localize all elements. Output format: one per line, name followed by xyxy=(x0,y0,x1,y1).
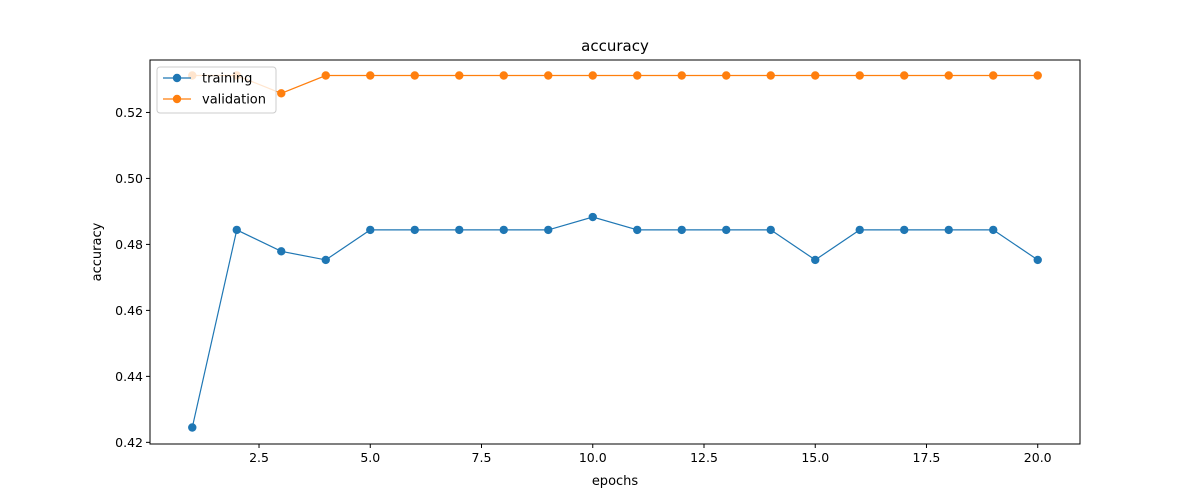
validation-point xyxy=(321,71,330,80)
validation-point xyxy=(677,71,686,80)
training-point xyxy=(544,225,553,235)
validation-point xyxy=(855,71,864,80)
training-point xyxy=(766,225,775,235)
series-training xyxy=(188,212,1042,432)
training-point xyxy=(232,225,241,235)
y-tick-label: 0.52 xyxy=(115,105,143,120)
training-point xyxy=(989,225,998,235)
validation-point xyxy=(366,71,375,80)
training-point xyxy=(366,225,375,235)
training-point xyxy=(722,225,731,235)
training-point xyxy=(499,225,508,235)
training-point xyxy=(811,255,820,265)
training-point xyxy=(321,255,330,265)
x-tick-label: 7.5 xyxy=(472,450,492,465)
training-point xyxy=(633,225,642,235)
training-point xyxy=(944,225,953,235)
x-axis-label: epochs xyxy=(592,474,639,489)
validation-point xyxy=(989,71,998,80)
chart-title: accuracy xyxy=(581,37,649,55)
training-point xyxy=(900,225,909,235)
legend-label: training xyxy=(202,72,252,87)
training-point xyxy=(277,247,286,256)
y-axis-label: accuracy xyxy=(90,222,105,281)
validation-point xyxy=(410,71,419,80)
validation-point xyxy=(544,71,553,80)
x-tick-label: 10.0 xyxy=(579,450,607,465)
y-tick-label: 0.44 xyxy=(115,369,143,384)
validation-point xyxy=(1033,71,1042,80)
y-tick-label: 0.46 xyxy=(115,303,143,318)
validation-point xyxy=(455,71,464,80)
training-point xyxy=(455,225,464,235)
x-tick-label: 17.5 xyxy=(913,450,941,465)
validation-point xyxy=(811,71,820,80)
legend-marker xyxy=(172,94,182,104)
validation-point xyxy=(766,71,775,80)
legend-item-validation: validation xyxy=(163,93,266,108)
training-point xyxy=(1033,255,1042,265)
validation-point xyxy=(722,71,731,80)
training-point xyxy=(588,212,597,222)
plot-frame xyxy=(149,59,1081,445)
x-tick-label: 2.5 xyxy=(249,450,269,465)
x-tick-label: 15.0 xyxy=(801,450,829,465)
validation-point xyxy=(944,71,953,80)
legend-label: validation xyxy=(202,93,266,108)
validation-point xyxy=(277,89,286,98)
validation-point xyxy=(499,71,508,80)
training-point xyxy=(855,225,864,235)
legend-item-training: training xyxy=(163,72,252,87)
x-axis: 2.5 5.0 7.5 10.0 12.5 15.0 17.5 20.0 xyxy=(249,444,1052,465)
y-axis: 0.42 0.44 0.46 0.48 0.50 0.52 xyxy=(115,105,150,450)
training-point xyxy=(677,225,686,235)
validation-line xyxy=(192,74,1038,94)
x-tick-label: 5.0 xyxy=(360,450,380,465)
training-line xyxy=(191,216,1039,428)
y-tick-label: 0.48 xyxy=(115,237,143,252)
y-tick-label: 0.42 xyxy=(115,435,143,450)
y-tick-label: 0.50 xyxy=(115,171,143,186)
x-tick-label: 12.5 xyxy=(690,450,718,465)
training-point xyxy=(410,225,419,235)
validation-point xyxy=(588,71,597,80)
validation-point xyxy=(900,71,909,80)
legend-marker xyxy=(172,73,182,83)
legend: training validation xyxy=(156,66,277,114)
validation-point xyxy=(633,71,642,80)
x-tick-label: 20.0 xyxy=(1024,450,1052,465)
training-point xyxy=(188,423,197,432)
